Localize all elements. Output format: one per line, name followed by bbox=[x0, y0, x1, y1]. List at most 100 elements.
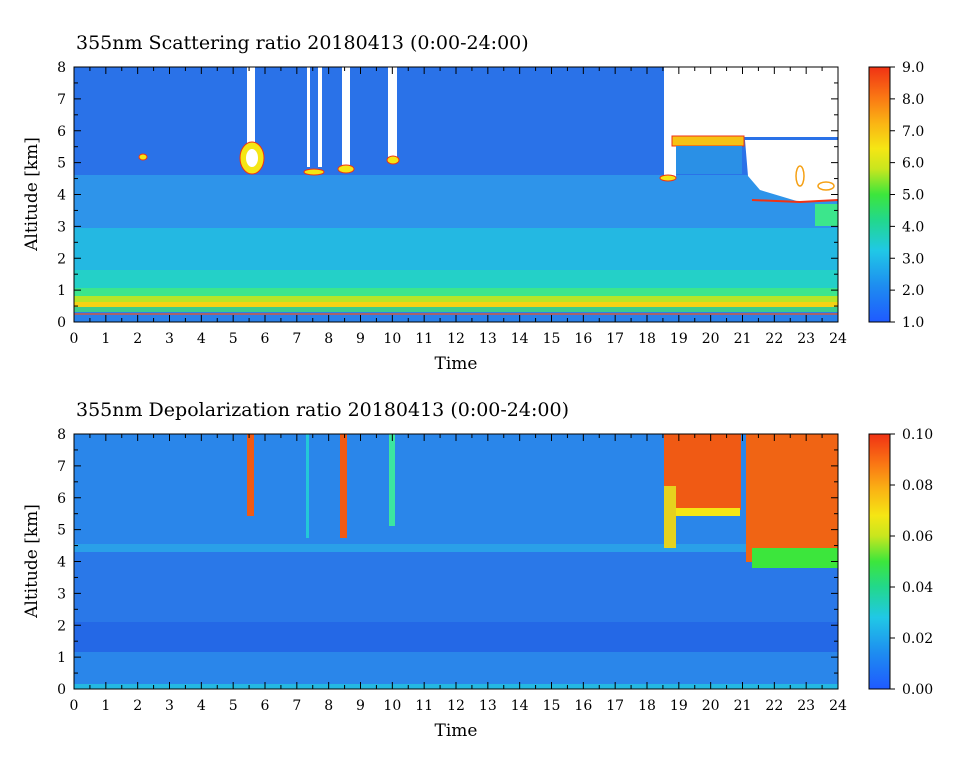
x-tick-label: 4 bbox=[197, 331, 206, 347]
x-tick-label: 24 bbox=[829, 331, 847, 347]
cloud bbox=[303, 168, 325, 176]
x-tick-label: 14 bbox=[511, 698, 529, 714]
y-tick-label: 4 bbox=[57, 555, 66, 571]
colorbar-tick-label: 4.0 bbox=[902, 219, 924, 235]
cloud bbox=[671, 135, 745, 147]
cloud bbox=[340, 434, 347, 538]
x-tick-label: 13 bbox=[479, 698, 497, 714]
x-tick-label: 9 bbox=[356, 698, 365, 714]
y-tick-label: 1 bbox=[57, 283, 66, 299]
band-mid bbox=[74, 175, 838, 235]
panel-depolarization: 355nm Depolarization ratio 20180413 (0:0… bbox=[22, 399, 933, 741]
x-tick-label: 0 bbox=[70, 331, 79, 347]
cloud bbox=[676, 508, 740, 516]
x-tick-label: 19 bbox=[670, 698, 688, 714]
y-tick-label: 4 bbox=[57, 188, 66, 204]
colorbar bbox=[868, 433, 891, 690]
data-gap bbox=[388, 67, 397, 157]
cloud bbox=[676, 146, 742, 174]
cloud bbox=[817, 181, 835, 191]
x-tick-label: 13 bbox=[479, 331, 497, 347]
colorbar-tick-label: 1.0 bbox=[902, 315, 924, 331]
cloud bbox=[386, 155, 400, 165]
x-tick-label: 10 bbox=[383, 331, 401, 347]
band-mid bbox=[74, 552, 838, 622]
x-axis: 0 1 2 3 4 5 6 7 8 9 10 11 12 13 14 15 16 17 18 19 20 21 22 23 24 bbox=[70, 67, 847, 347]
cloud bbox=[746, 434, 838, 562]
x-tick-label: 19 bbox=[670, 331, 688, 347]
y-tick-label: 3 bbox=[57, 219, 66, 235]
chart-title: 355nm Scattering ratio 20180413 (0:00-24… bbox=[76, 32, 529, 54]
cloud bbox=[659, 174, 677, 182]
x-tick-label: 6 bbox=[261, 331, 270, 347]
y-tick-label: 7 bbox=[57, 92, 66, 108]
x-tick-label: 18 bbox=[638, 698, 656, 714]
heatmap bbox=[74, 67, 838, 322]
colorbar-tick-label: 3.0 bbox=[902, 251, 924, 267]
heatmap bbox=[74, 434, 838, 689]
band-boundary bbox=[74, 270, 838, 290]
y-tick-label: 3 bbox=[57, 586, 66, 602]
x-tick-label: 16 bbox=[574, 331, 592, 347]
y-tick-label: 7 bbox=[57, 459, 66, 475]
x-tick-label: 5 bbox=[229, 698, 238, 714]
x-tick-label: 23 bbox=[797, 331, 815, 347]
x-tick-label: 15 bbox=[543, 698, 561, 714]
colorbar-ticks: 0.00 0.02 0.04 0.06 0.08 0.10 bbox=[890, 427, 933, 698]
x-tick-label: 3 bbox=[165, 331, 174, 347]
band-aerosol bbox=[74, 228, 838, 273]
y-tick-label: 2 bbox=[57, 251, 66, 267]
x-tick-label: 21 bbox=[734, 331, 752, 347]
cloud bbox=[247, 434, 254, 516]
cloud bbox=[664, 434, 741, 510]
x-tick-label: 7 bbox=[292, 698, 301, 714]
x-tick-label: 21 bbox=[734, 698, 752, 714]
colorbar-tick-label: 9.0 bbox=[902, 60, 924, 76]
x-tick-label: 15 bbox=[543, 331, 561, 347]
x-tick-label: 8 bbox=[324, 331, 333, 347]
cloud bbox=[752, 548, 838, 568]
x-tick-label: 23 bbox=[797, 698, 815, 714]
data-gap bbox=[318, 67, 322, 167]
x-tick-label: 0 bbox=[70, 698, 79, 714]
x-tick-label: 20 bbox=[702, 331, 720, 347]
x-tick-label: 12 bbox=[447, 698, 465, 714]
band-near-surface bbox=[74, 652, 838, 684]
x-tick-label: 10 bbox=[383, 698, 401, 714]
colorbar-tick-label: 0.08 bbox=[902, 478, 933, 494]
x-tick-label: 16 bbox=[574, 698, 592, 714]
x-tick-label: 7 bbox=[292, 331, 301, 347]
x-tick-label: 22 bbox=[765, 331, 783, 347]
cloud bbox=[246, 149, 258, 167]
cloud bbox=[389, 434, 395, 526]
x-tick-label: 14 bbox=[511, 331, 529, 347]
band-layer bbox=[74, 544, 838, 552]
y-tick-label: 6 bbox=[57, 491, 66, 507]
data-gap bbox=[247, 67, 255, 145]
cloud bbox=[751, 199, 838, 204]
cloud bbox=[815, 204, 838, 226]
y-tick-label: 2 bbox=[57, 618, 66, 634]
band-surface-yellow bbox=[74, 296, 838, 302]
cloud bbox=[664, 486, 676, 548]
data-gap bbox=[307, 67, 310, 167]
x-tick-label: 12 bbox=[447, 331, 465, 347]
colorbar-ticks: 1.0 2.0 3.0 4.0 5.0 6.0 7.0 8.0 9.0 bbox=[890, 60, 924, 331]
x-tick-label: 2 bbox=[133, 331, 142, 347]
cloud bbox=[795, 165, 805, 187]
x-tick-label: 11 bbox=[415, 331, 433, 347]
x-axis-label: Time bbox=[435, 721, 478, 741]
band-surface-green bbox=[74, 288, 838, 296]
colorbar-tick-label: 2.0 bbox=[902, 283, 924, 299]
y-tick-label: 8 bbox=[57, 60, 66, 76]
band-surface-orange bbox=[74, 302, 838, 307]
x-tick-label: 5 bbox=[229, 331, 238, 347]
y-axis: 0 1 2 3 4 5 6 7 8 bbox=[57, 427, 838, 698]
x-tick-label: 22 bbox=[765, 698, 783, 714]
y-axis-label: Altitude [km] bbox=[22, 504, 42, 619]
colorbar-tick-label: 7.0 bbox=[902, 124, 924, 140]
y-tick-label: 0 bbox=[57, 315, 66, 331]
x-tick-label: 17 bbox=[606, 698, 624, 714]
x-tick-label: 1 bbox=[101, 698, 110, 714]
colorbar bbox=[868, 66, 891, 323]
